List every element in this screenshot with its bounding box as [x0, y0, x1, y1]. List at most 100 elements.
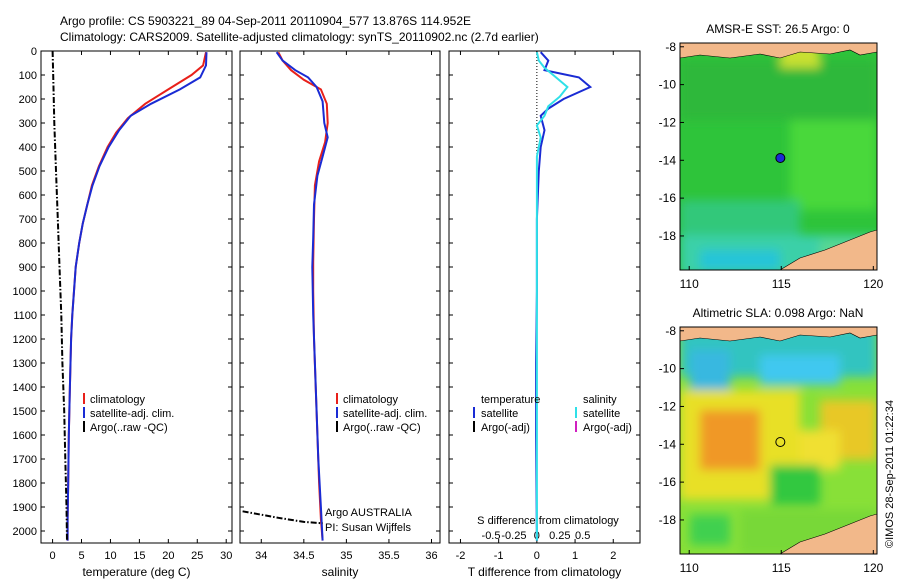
depth-tick-label: 1000: [13, 286, 37, 298]
sal-xtick-label: 34.5: [293, 550, 314, 562]
depth-tick-label: 1200: [13, 334, 37, 346]
diff-top-tick-label: -0.5: [482, 530, 501, 542]
sal-frame: [239, 50, 441, 544]
sal-xtick-label: 34: [255, 550, 267, 562]
temp-legend-argo: Argo(..raw -QC): [90, 422, 168, 434]
diff-xtick-label: -2: [456, 550, 466, 562]
diff-top-tick-label: 0.5: [575, 530, 590, 542]
temp-xlabel: temperature (deg C): [82, 565, 190, 579]
temp-xtick-label: 30: [220, 550, 232, 562]
temp-frame: [40, 50, 233, 544]
header-line2: Climatology: CARS2009. Satellite-adjuste…: [60, 30, 539, 44]
sst-xtick-label: 115: [772, 277, 791, 291]
depth-tick-label: 0: [31, 46, 37, 58]
depth-tick-label: 900: [19, 262, 37, 274]
sst-ytick-label: -12: [659, 115, 677, 129]
diff-xtick-label: 1: [572, 550, 578, 562]
sla-ytick-label: -10: [659, 362, 677, 376]
diff-top-tick-label: 0.25: [549, 530, 570, 542]
sst-map-title: AMSR-E SST: 26.5 Argo: 0: [706, 22, 850, 36]
depth-tick-label: 700: [19, 214, 37, 226]
temp-xtick-label: 5: [78, 550, 84, 562]
temp-series-climatology: [66, 51, 207, 541]
sla-map-title: Altimetric SLA: 0.098 Argo: NaN: [693, 306, 864, 320]
imos-stamp: ©IMOS 28-Sep-2011 01:22:34: [884, 400, 896, 548]
temp-xtick-label: 20: [162, 550, 174, 562]
depth-tick-label: 1900: [13, 502, 37, 514]
temp-xtick-label: 0: [50, 550, 56, 562]
sal-legend: climatology satellite-adj. clim. Argo(..…: [325, 394, 427, 534]
sla-xtick-label: 120: [863, 561, 883, 575]
diff-xtick-label: 0: [534, 550, 540, 562]
temp-xtick-label: 10: [104, 550, 116, 562]
diff-legend-ssat: satellite: [583, 408, 620, 420]
depth-tick-label: 300: [19, 118, 37, 130]
diff-xtick-label: -1: [494, 550, 504, 562]
temp-series-satellite-adj-clim-: [66, 52, 208, 541]
diff-series-s-satellite: [535, 51, 569, 541]
diff-legend: temperature satellite Argo(-adj) salinit…: [481, 394, 632, 434]
depth-tick-label: 1700: [13, 454, 37, 466]
sal-legend-sat: satellite-adj. clim.: [343, 408, 427, 420]
temp-series-argo-raw-qc-: [51, 50, 68, 541]
diff-series-t-satellite: [535, 51, 593, 541]
depth-tick-label: 200: [19, 94, 37, 106]
sal-series-climatology: [277, 51, 329, 541]
depth-tick-label: 1300: [13, 358, 37, 370]
diff-legend-targo: Argo(-adj): [481, 422, 530, 434]
depth-tick-label: 800: [19, 238, 37, 250]
sst-argo-marker: [775, 153, 786, 164]
depth-tick-label: 2000: [13, 526, 37, 538]
diff-top-tick-label: -0.25: [501, 530, 526, 542]
depth-tick-label: 100: [19, 70, 37, 82]
diff-frame: [448, 50, 641, 544]
sla-argo-marker: [775, 437, 786, 448]
sst-ytick-label: -8: [665, 40, 676, 54]
sal-xtick-label: 35.5: [378, 550, 399, 562]
diff-legend-temp: temperature: [481, 394, 540, 406]
depth-tick-label: 500: [19, 166, 37, 178]
temp-legend: climatology satellite-adj. clim. Argo(..…: [90, 394, 174, 434]
diff-legend-sal: salinity: [583, 394, 617, 406]
sla-xtick-label: 115: [772, 561, 791, 575]
sla-ytick-label: -8: [665, 324, 676, 338]
header-line1: Argo profile: CS 5903221_89 04-Sep-2011 …: [60, 14, 471, 28]
diff-legend-tsat: satellite: [481, 408, 518, 420]
sal-xlabel: salinity: [322, 565, 359, 579]
sal-legend-argo: Argo(..raw -QC): [343, 422, 421, 434]
sst-ytick-label: -10: [659, 78, 677, 92]
depth-tick-label: 1800: [13, 478, 37, 490]
sal-series-satellite-adj-clim-: [275, 51, 329, 541]
temp-legend-clim: climatology: [90, 394, 146, 406]
sla-ytick-label: -18: [659, 513, 677, 527]
sal-legend-clim: climatology: [343, 394, 399, 406]
temp-legend-sat: satellite-adj. clim.: [90, 408, 174, 420]
sla-map: [679, 326, 878, 555]
depth-tick-label: 400: [19, 142, 37, 154]
depth-tick-label: 1100: [13, 310, 37, 322]
depth-tick-label: 1500: [13, 406, 37, 418]
temp-xtick-label: 25: [191, 550, 203, 562]
sst-xtick-label: 120: [863, 277, 883, 291]
temp-xtick-label: 15: [133, 550, 145, 562]
sal-note-1: Argo AUSTRALIA: [325, 507, 412, 519]
diff-xtick-label: 2: [610, 550, 616, 562]
depth-tick-label: 600: [19, 190, 37, 202]
sst-xtick-label: 110: [680, 277, 699, 291]
sla-ytick-label: -14: [659, 437, 677, 451]
sal-note-2: PI: Susan Wijffels: [325, 522, 411, 534]
sla-xtick-label: 110: [680, 561, 699, 575]
sst-ytick-label: -18: [659, 229, 677, 243]
depth-tick-label: 1400: [13, 382, 37, 394]
diff-top-label: S difference from climatology: [477, 515, 619, 527]
sla-ytick-label: -16: [659, 475, 677, 489]
diff-legend-sargo: Argo(-adj): [583, 422, 632, 434]
depth-tick-label: 1600: [13, 430, 37, 442]
diff-xlabel: T difference from climatology: [468, 565, 622, 579]
sal-series-argo-raw-qc-: [242, 510, 323, 525]
sla-ytick-label: -12: [659, 399, 677, 413]
sst-ytick-label: -16: [659, 191, 677, 205]
sst-map: [679, 42, 878, 271]
sal-xtick-label: 35: [340, 550, 352, 562]
